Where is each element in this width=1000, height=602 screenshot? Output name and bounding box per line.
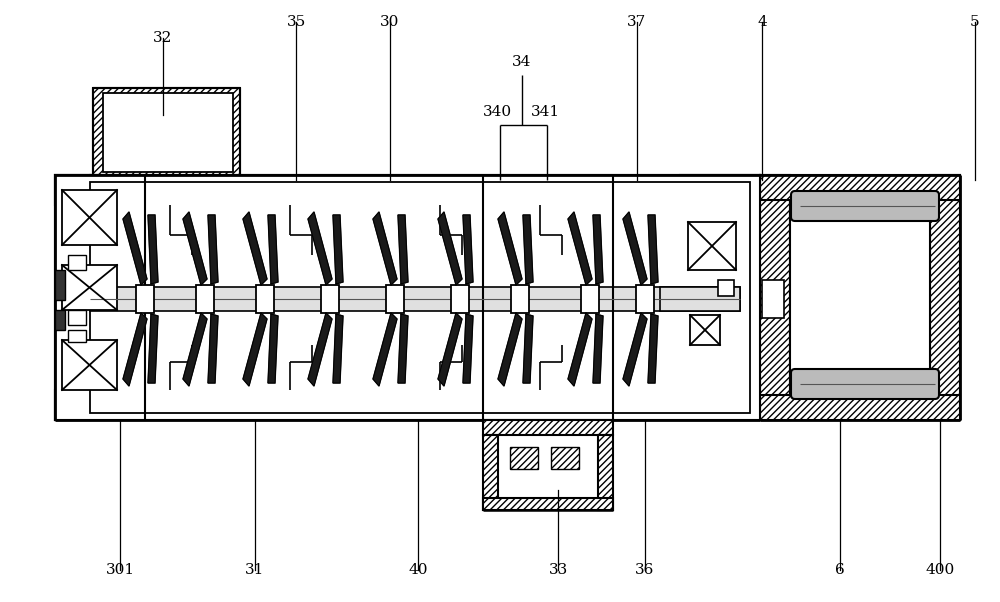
Bar [68, 330, 86, 342]
Polygon shape [398, 215, 408, 284]
Polygon shape [148, 314, 158, 383]
Bar [451, 285, 469, 313]
Polygon shape [373, 313, 397, 386]
Bar [581, 285, 599, 313]
Polygon shape [593, 314, 603, 383]
Bar [760, 175, 960, 200]
Polygon shape [523, 314, 533, 383]
Bar [55, 175, 760, 205]
Polygon shape [498, 313, 522, 386]
Polygon shape [183, 212, 207, 285]
Bar [511, 285, 529, 313]
Bar [93, 88, 240, 175]
Bar [55, 310, 65, 330]
Bar [598, 435, 613, 510]
Polygon shape [438, 212, 462, 285]
Bar [760, 395, 960, 420]
Polygon shape [243, 313, 267, 386]
Bar [483, 420, 613, 435]
Polygon shape [623, 212, 647, 285]
Bar [55, 270, 65, 300]
Bar [660, 287, 740, 311]
Text: 34: 34 [512, 55, 532, 69]
FancyBboxPatch shape [791, 191, 939, 221]
Bar [790, 200, 930, 395]
Polygon shape [183, 313, 207, 386]
Bar [762, 280, 784, 318]
Text: 341: 341 [530, 105, 560, 119]
Polygon shape [463, 215, 473, 284]
Polygon shape [648, 314, 658, 383]
Bar [636, 285, 654, 313]
Text: 40: 40 [408, 563, 428, 577]
Polygon shape [123, 212, 147, 285]
Text: 301: 301 [105, 563, 135, 577]
Bar [321, 285, 339, 313]
Polygon shape [123, 313, 147, 386]
Polygon shape [463, 314, 473, 383]
Polygon shape [438, 313, 462, 386]
Polygon shape [268, 314, 278, 383]
Polygon shape [148, 215, 158, 284]
Bar [55, 175, 145, 420]
Polygon shape [333, 314, 343, 383]
Text: 32: 32 [153, 31, 173, 45]
Bar [55, 175, 90, 420]
Bar [68, 255, 86, 270]
Polygon shape [373, 212, 397, 285]
Polygon shape [648, 215, 658, 284]
Bar [551, 447, 579, 469]
Bar [62, 265, 117, 310]
Polygon shape [308, 212, 332, 285]
Bar [386, 285, 404, 313]
Text: 30: 30 [380, 15, 400, 29]
Polygon shape [523, 215, 533, 284]
Text: 6: 6 [835, 563, 845, 577]
FancyBboxPatch shape [791, 369, 939, 399]
Polygon shape [568, 313, 592, 386]
Bar [62, 190, 117, 245]
Polygon shape [308, 313, 332, 386]
Polygon shape [333, 215, 343, 284]
Bar [196, 285, 214, 313]
Bar [510, 447, 538, 469]
Text: 340: 340 [482, 105, 512, 119]
Bar [62, 340, 117, 390]
Bar [136, 285, 154, 313]
Polygon shape [208, 215, 218, 284]
Bar [498, 435, 598, 498]
Bar [690, 315, 720, 345]
Bar [930, 175, 960, 420]
Polygon shape [568, 212, 592, 285]
Text: 31: 31 [245, 563, 265, 577]
Bar [483, 435, 498, 510]
Text: 400: 400 [925, 563, 955, 577]
Bar [90, 182, 750, 413]
Text: 5: 5 [970, 15, 980, 29]
Text: 37: 37 [627, 15, 647, 29]
Polygon shape [623, 313, 647, 386]
Bar [483, 498, 613, 510]
Polygon shape [398, 314, 408, 383]
Bar [90, 287, 740, 311]
Bar [256, 285, 274, 313]
Polygon shape [243, 212, 267, 285]
Bar [90, 175, 760, 420]
Polygon shape [593, 215, 603, 284]
Text: 36: 36 [635, 563, 655, 577]
Bar [718, 280, 734, 296]
Bar [760, 175, 790, 420]
Polygon shape [498, 212, 522, 285]
Polygon shape [208, 314, 218, 383]
Bar [68, 310, 86, 325]
Text: 33: 33 [548, 563, 568, 577]
Bar [688, 222, 736, 270]
Text: 35: 35 [286, 15, 306, 29]
Text: 4: 4 [757, 15, 767, 29]
Bar [55, 390, 760, 420]
Polygon shape [268, 215, 278, 284]
Bar [680, 175, 760, 420]
Bar [103, 93, 233, 172]
